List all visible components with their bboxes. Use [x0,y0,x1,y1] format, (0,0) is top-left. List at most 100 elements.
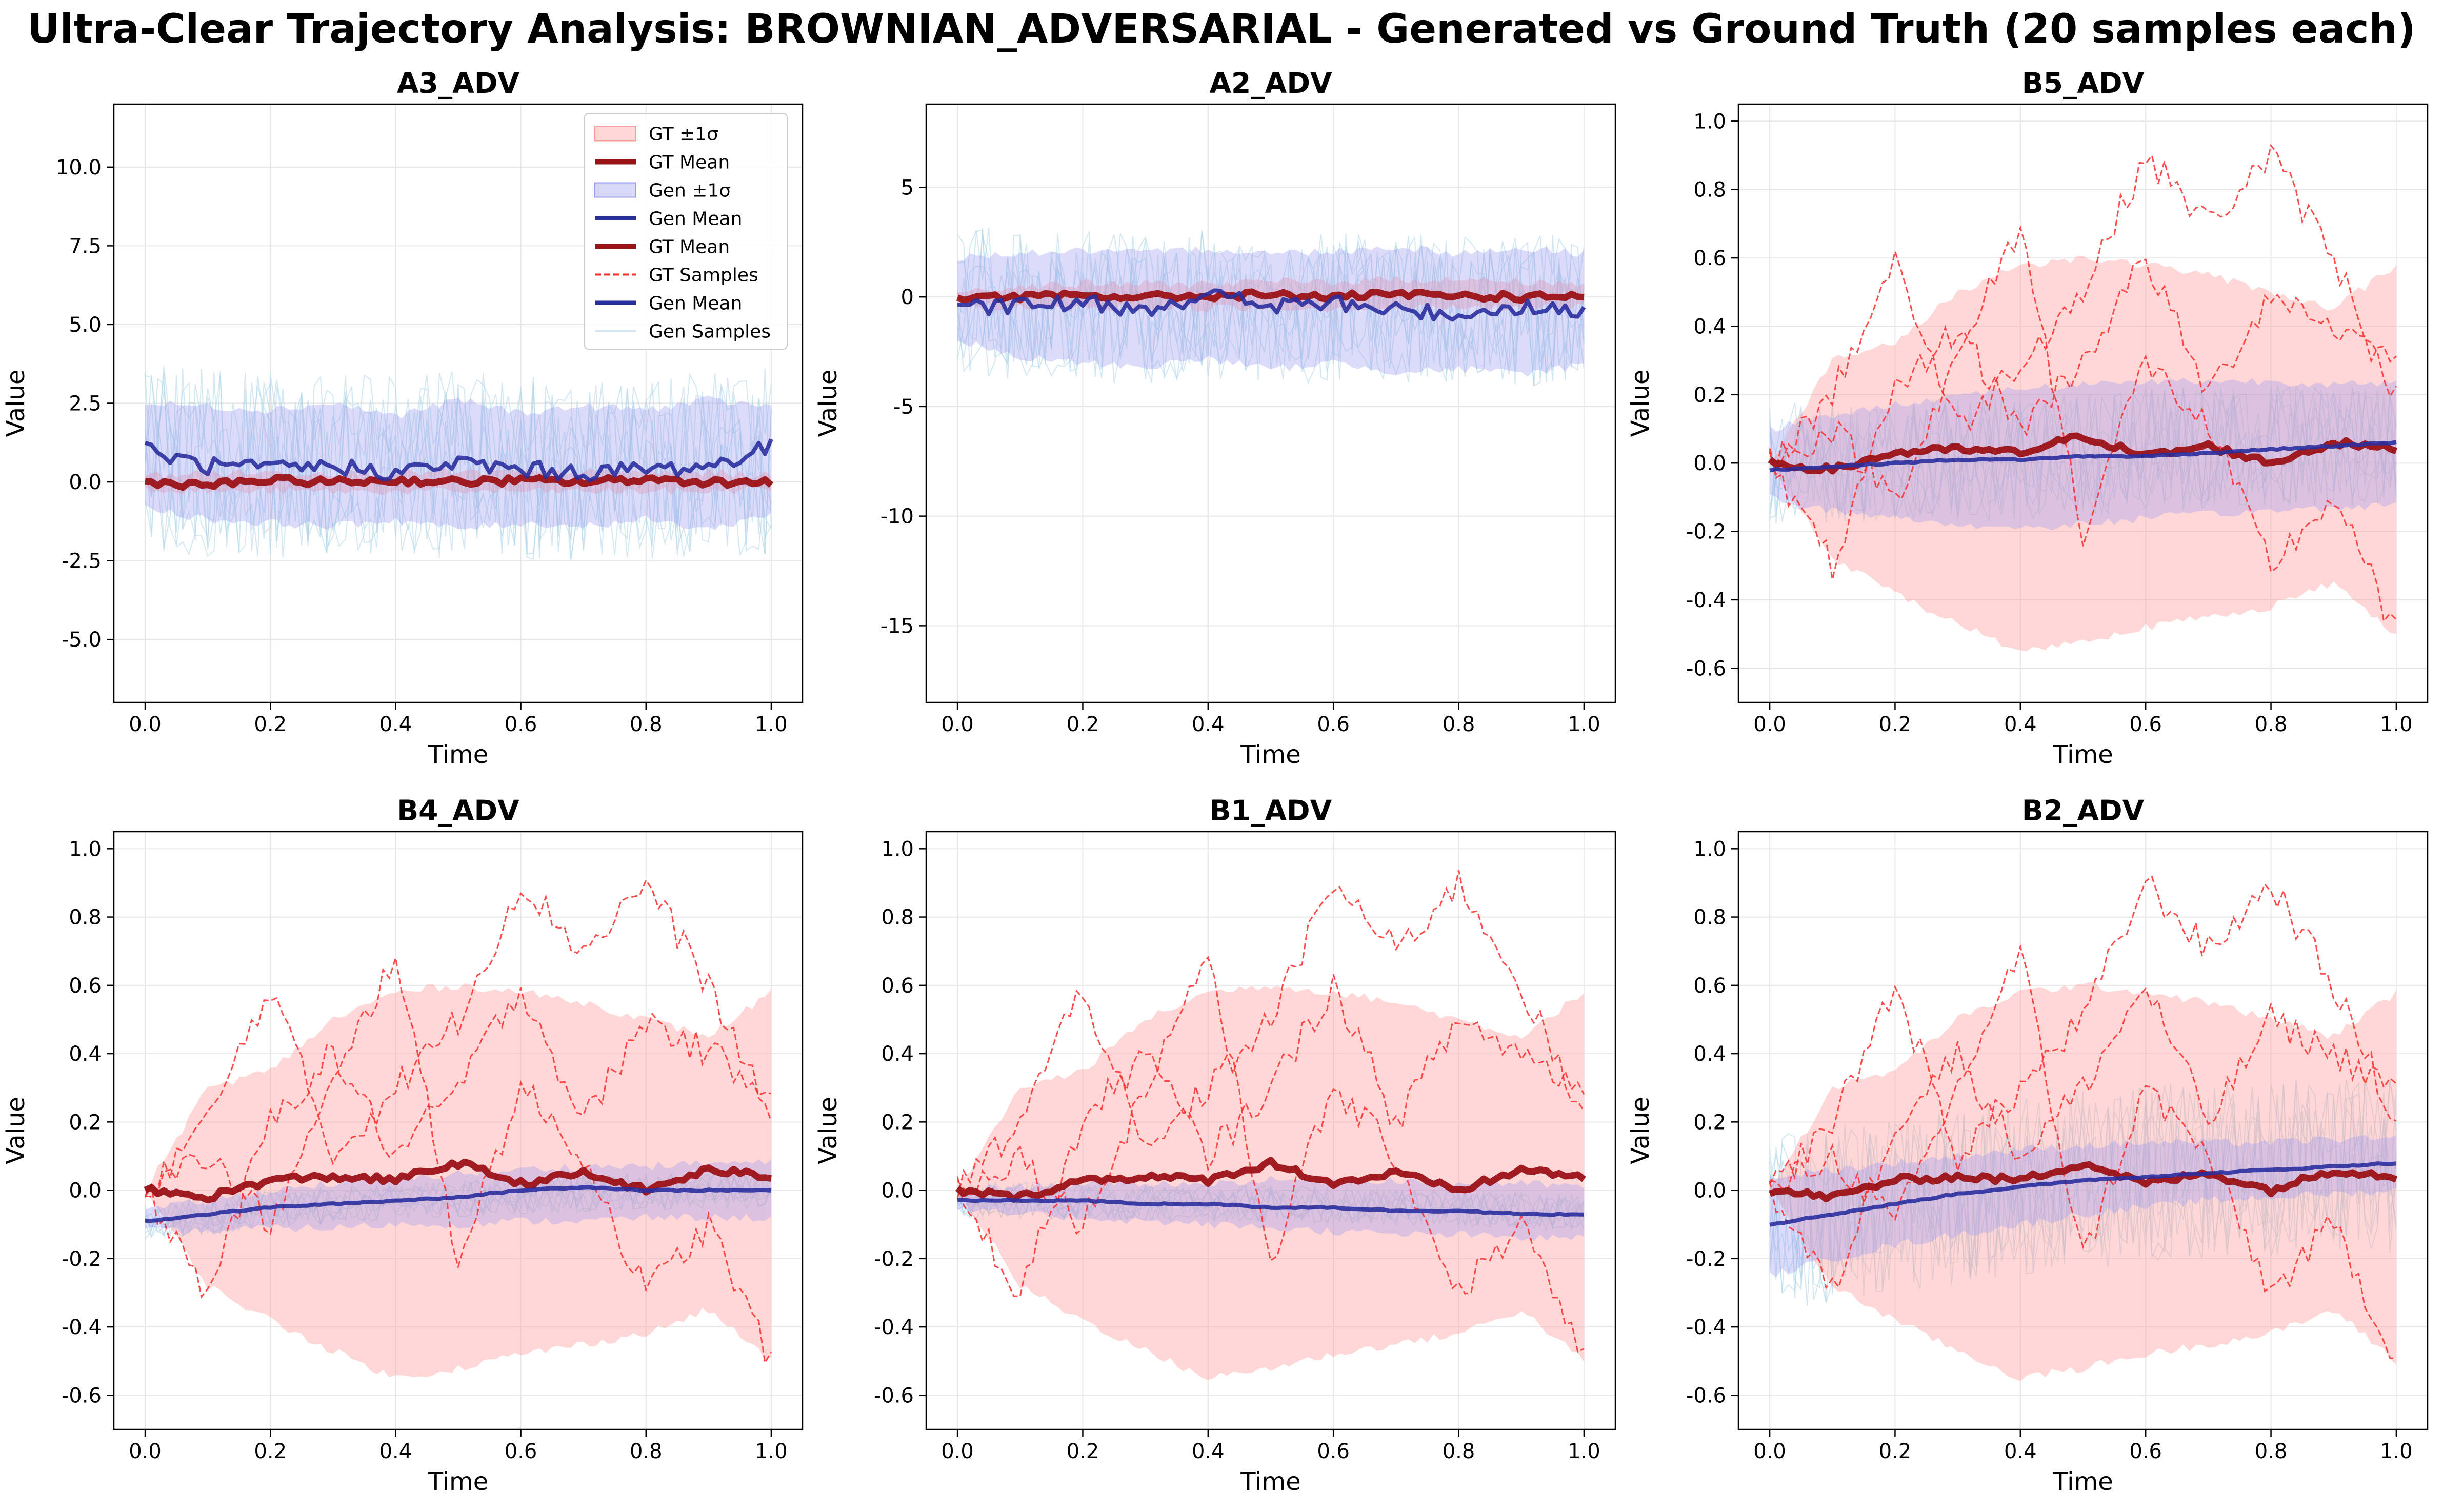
gen-sigma-band [1770,377,2396,531]
y-tick-label: 7.5 [69,234,102,258]
y-tick-label: 0 [901,286,914,309]
y-tick-label: 5.0 [69,313,102,337]
legend-label: Gen Mean [649,209,742,230]
y-tick-label: 0.0 [69,1179,102,1203]
gt-sample-line [144,878,772,1198]
x-tick-label: 1.0 [755,1440,788,1463]
x-tick-label: 0.6 [1317,1440,1350,1463]
x-tick-label: 0.0 [1753,1440,1786,1463]
y-tick-label: -0.6 [62,1384,102,1407]
x-axis-label: Time [2052,1467,2113,1496]
y-tick-label: 0.8 [881,906,914,930]
gen-sample-line [957,229,1585,377]
axes-frame [113,831,804,1430]
gt-sample-line [956,956,1585,1353]
x-tick-label: 0.8 [630,1440,663,1463]
y-tick-label: -15 [880,614,914,638]
plot-area [1768,875,2398,1381]
x-tick-label: 0.0 [941,1440,974,1463]
plot-area [956,228,1586,387]
gen-sample-line [1769,1078,2397,1298]
x-tick-label: 0.0 [941,713,974,736]
x-tick-label: 1.0 [755,713,788,736]
gt-sample-line [1769,258,2397,580]
y-tick-label: 5 [901,176,914,199]
x-tick-label: 0.6 [505,713,537,736]
subplot-b2_adv: 0.0 0.2 0.4 0.6 0.8 1.0 -0.6 -0.4 -0.2 0.0 0.2 0.4 0… [1626,794,2429,1496]
y-tick-label: 0.6 [1693,247,1726,270]
y-tick-label: 1.0 [1693,837,1726,861]
x-tick-label: 0.0 [1753,713,1786,736]
gen-mean-line [1769,440,2397,473]
x-tick-label: 0.4 [379,1440,412,1463]
x-tick-label: 0.0 [129,1440,162,1463]
subplot-b1_adv: 0.0 0.2 0.4 0.6 0.8 1.0 -0.6 -0.4 -0.2 0.0 0.2 0.4 0… [814,794,1616,1496]
legend-label: Gen ±1σ [649,180,731,201]
gen-sample-line [1769,1083,2397,1296]
x-tick-label: 1.0 [2380,713,2413,736]
y-tick-label: -0.4 [874,1316,914,1339]
x-tick-label: 1.0 [1568,1440,1600,1463]
gen-mean-line [1769,1161,2397,1227]
gt-sample-line [1769,875,2397,1185]
y-tick-label: -0.4 [1686,1316,1726,1339]
gen-sample-line [1769,385,2397,522]
x-tick-label: 0.8 [2255,1440,2288,1463]
gt-sigma-band [1770,255,2396,651]
x-tick-label: 0.2 [254,713,287,736]
gen-sample-line [145,1172,772,1235]
y-tick-label: 0.0 [1693,1179,1726,1203]
gt-mean-line [1768,432,2398,475]
x-tick-label: 1.0 [1568,713,1600,736]
gen-sigma-band [957,246,1584,377]
gen-mean-line [145,1185,772,1223]
axes-frame [1737,831,2429,1430]
plot-area [144,366,774,560]
legend-label: GT Samples [649,265,758,286]
y-tick-label: -0.4 [62,1316,102,1339]
gt-mean-line [145,474,774,491]
gt-sigma-band [145,983,771,1378]
gen-sample-line [957,234,1585,383]
gt-sample-line [1769,987,2397,1290]
y-axis-label: Value [1626,1097,1655,1164]
axes-frame [1737,103,2429,703]
gt-sample-line [1769,943,2396,1359]
y-axis-label: Value [1626,370,1655,437]
subplot-a2_adv: 0.0 0.2 0.4 0.6 0.8 1.0 -15 -10 -5 0 5 A2_ADV Time Va… [814,67,1616,769]
plot-area [144,878,772,1378]
plot-area [955,870,1586,1380]
gt-mean-line [144,1158,772,1204]
gen-sample-line [145,366,772,558]
subplot-a3_adv: 0.0 0.2 0.4 0.6 0.8 1.0 -5.0 -2.5 0.0 2.5 5.0 7.5 10… [2,67,804,769]
y-tick-label: -0.2 [874,1247,914,1271]
y-axis-label: Value [2,1097,30,1164]
y-tick-label: 0.4 [1693,315,1726,338]
gen-sample-line [957,228,1585,385]
gen-sample-line [145,368,772,556]
gt-sample-line [1769,144,2397,471]
gen-sample-line [145,380,772,560]
gen-sample-line [1769,390,2397,522]
x-tick-label: 0.4 [1192,1440,1225,1463]
y-tick-label: -2.5 [62,550,102,573]
gen-sample-line [957,1182,1585,1228]
subplot-title: B4_ADV [397,794,519,827]
gt-sample-line [956,974,1585,1297]
plot-area [1768,144,2398,651]
y-tick-label: -5.0 [62,628,102,652]
y-axis-label: Value [2,370,30,437]
gen-mean-line [957,1198,1584,1217]
y-tick-label: 0.6 [1693,974,1726,998]
y-tick-label: 0.0 [881,1179,914,1203]
legend-swatch [594,182,636,198]
legend-label: GT Mean [649,237,730,258]
y-tick-label: 0.2 [881,1111,914,1134]
gen-sample-line [957,1181,1585,1228]
legend-swatch [594,126,636,142]
x-axis-label: Time [1240,740,1300,769]
subplot-b5_adv: 0.0 0.2 0.4 0.6 0.8 1.0 -0.6 -0.4 -0.2 0.0 0.2 0.4 0… [1626,67,2429,769]
y-tick-label: -0.2 [1686,520,1726,544]
subplot-title: B1_ADV [1210,794,1332,827]
